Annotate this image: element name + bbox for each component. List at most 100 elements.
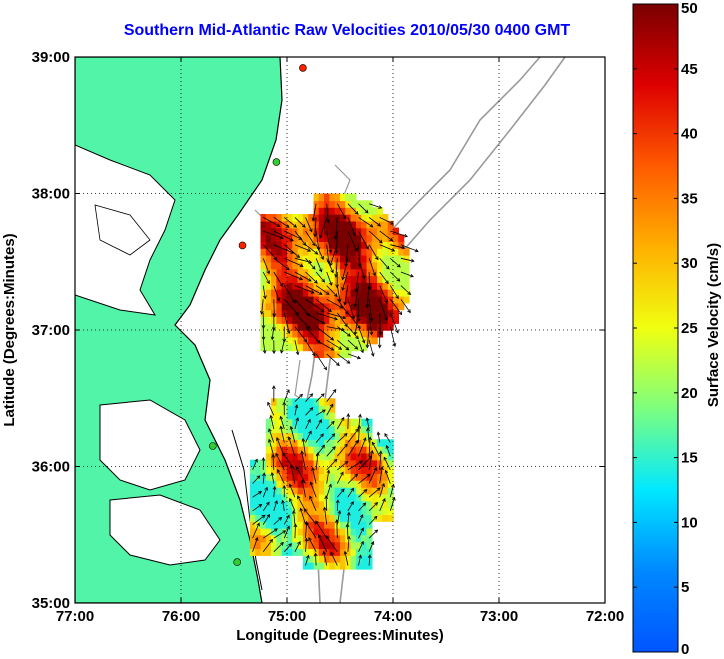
velocity-cell	[340, 234, 346, 242]
velocity-cell	[334, 548, 341, 556]
velocity-cell	[345, 562, 352, 570]
velocity-arrow	[262, 514, 270, 525]
velocity-arrow	[368, 450, 373, 470]
velocity-arrowhead	[299, 393, 303, 398]
velocity-cell	[281, 316, 288, 324]
velocity-cell	[313, 316, 320, 324]
velocity-cell	[345, 282, 352, 290]
velocity-cell	[297, 466, 304, 474]
velocity-cell	[340, 548, 346, 556]
velocity-arrowhead	[320, 393, 325, 398]
velocity-cell	[287, 343, 293, 352]
velocity-cell	[345, 432, 352, 440]
velocity-cell	[324, 527, 331, 536]
velocity-cell	[271, 275, 278, 283]
velocity-arrow	[315, 520, 328, 539]
velocity-arrowhead	[256, 522, 260, 527]
velocity-arrowhead	[378, 450, 383, 455]
velocity-arrowhead	[308, 430, 312, 435]
velocity-cell	[260, 248, 267, 256]
velocity-cell	[308, 534, 315, 543]
velocity-cell	[308, 336, 315, 345]
velocity-cell	[302, 418, 309, 427]
velocity-cell	[366, 480, 373, 488]
velocity-arrow	[289, 484, 296, 498]
velocity-arrow	[305, 271, 318, 284]
velocity-cell	[276, 254, 283, 263]
velocity-arrow	[262, 501, 270, 512]
velocity-cell	[334, 521, 341, 529]
velocity-cell	[292, 439, 299, 447]
velocity-cell	[371, 289, 378, 297]
velocity-cell	[355, 234, 362, 242]
velocity-arrow	[400, 271, 414, 277]
velocity-cell	[255, 534, 262, 543]
velocity-arrow	[301, 451, 306, 470]
velocity-arrow	[262, 244, 277, 260]
velocity-arrowhead	[288, 483, 293, 488]
velocity-cell	[308, 241, 315, 249]
velocity-arrow	[379, 498, 386, 512]
velocity-arrow	[315, 312, 338, 320]
velocity-cell	[271, 432, 278, 440]
velocity-arrowhead	[322, 550, 327, 555]
velocity-cell	[334, 227, 341, 236]
velocity-cell	[329, 555, 336, 563]
velocity-cell	[329, 411, 336, 420]
velocity-arrow	[337, 339, 349, 351]
velocity-cell	[387, 500, 394, 509]
velocity-cell	[265, 241, 272, 249]
colorbar-tick-label: 0	[681, 641, 689, 658]
velocity-arrow	[282, 452, 296, 471]
velocity-cell	[260, 541, 267, 550]
velocity-cell	[324, 459, 331, 468]
velocity-cell	[393, 248, 399, 256]
station-marker	[299, 64, 307, 72]
velocity-cell	[271, 418, 278, 427]
velocity-arrow	[262, 539, 273, 553]
velocity-cell	[271, 405, 278, 413]
velocity-arrowhead	[280, 349, 284, 354]
velocity-cell	[334, 459, 341, 468]
velocity-arrowhead	[273, 528, 278, 532]
velocity-cell	[355, 289, 362, 297]
velocity-arrow	[358, 528, 364, 539]
velocity-cell	[249, 473, 256, 481]
velocity-arrowhead	[296, 466, 300, 471]
velocity-arrowhead	[346, 413, 351, 417]
velocity-arrowhead	[380, 466, 384, 471]
velocity-arrow	[386, 445, 391, 457]
velocity-cell	[371, 446, 378, 454]
velocity-cell	[324, 316, 331, 324]
velocity-arrowhead	[344, 263, 349, 268]
velocity-cell	[287, 227, 293, 236]
velocity-cell	[345, 459, 352, 468]
velocity-cell	[366, 548, 373, 556]
velocity-arrowhead	[281, 499, 285, 504]
velocity-cell	[276, 452, 283, 461]
velocity-cell	[345, 527, 352, 536]
velocity-arrow	[326, 470, 330, 484]
velocity-cell	[297, 527, 304, 536]
velocity-cell	[361, 214, 368, 222]
velocity-arrow	[305, 312, 325, 325]
velocity-cell	[292, 480, 299, 488]
velocity-cell	[393, 295, 399, 304]
velocity-cell	[308, 521, 315, 529]
velocity-cell	[302, 459, 309, 468]
velocity-arrowhead	[258, 491, 263, 495]
velocity-cell	[313, 214, 320, 222]
velocity-cell	[260, 220, 267, 229]
velocity-arrowhead	[300, 450, 305, 455]
velocity-cell	[340, 507, 346, 515]
velocity-cell	[387, 480, 394, 488]
velocity-cell	[350, 480, 357, 488]
velocity-cell	[281, 432, 288, 440]
velocity-cell	[265, 214, 272, 222]
velocity-cell	[308, 316, 315, 324]
velocity-arrow	[336, 472, 344, 484]
velocity-cell	[287, 411, 293, 420]
velocity-cell	[276, 534, 283, 543]
velocity-cell	[371, 473, 378, 481]
velocity-cell	[297, 227, 304, 236]
